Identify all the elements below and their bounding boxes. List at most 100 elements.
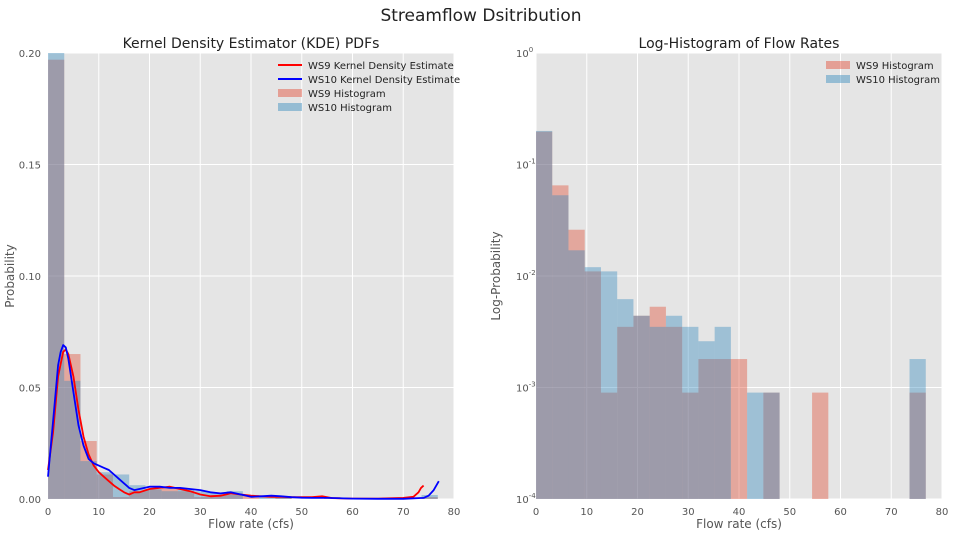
ws10-histogram-bar bbox=[649, 326, 666, 499]
y-tick-label: 10-1 bbox=[516, 158, 536, 172]
ws10-histogram-bar bbox=[552, 195, 569, 500]
ws9-histogram-bar bbox=[161, 487, 178, 499]
x-tick-label: 30 bbox=[194, 507, 207, 518]
ws9-histogram-bar bbox=[145, 489, 162, 499]
y-tick-label: 100 bbox=[516, 46, 533, 60]
y-tick-exponent: 0 bbox=[529, 46, 533, 54]
x-tick-label: 10 bbox=[580, 507, 593, 518]
figure-suptitle: Streamflow Dsitribution bbox=[380, 6, 581, 26]
ws10-histogram-bar bbox=[64, 380, 81, 499]
ws9-histogram-bar bbox=[763, 392, 780, 499]
x-tick-label: 40 bbox=[733, 507, 746, 518]
ws10-histogram-bar bbox=[536, 130, 553, 499]
x-tick-label: 60 bbox=[834, 507, 847, 518]
ws10-histogram-bar bbox=[698, 341, 715, 499]
ws9-histogram-bar bbox=[194, 496, 211, 499]
loghist-x-tick-labels: 0 10 20 30 40 50 60 70 80 bbox=[533, 507, 949, 518]
ws9-histogram-bar bbox=[129, 491, 146, 499]
ws9-histogram-bar bbox=[226, 494, 243, 499]
ws9-histogram-bar bbox=[730, 359, 748, 499]
ws10-histogram-bar bbox=[747, 392, 764, 499]
x-tick-label: 30 bbox=[682, 507, 695, 518]
y-tick-label: 10-4 bbox=[516, 492, 536, 506]
ws9-histogram-bar bbox=[812, 392, 829, 499]
x-tick-label: 80 bbox=[448, 507, 461, 518]
x-tick-label: 40 bbox=[245, 507, 258, 518]
kde-y-axis-label: Probability bbox=[3, 244, 17, 307]
loghist-x-axis-label: Flow rate (cfs) bbox=[696, 517, 782, 531]
ws10-histogram-bar bbox=[145, 489, 162, 499]
ws10-histogram-bar bbox=[633, 315, 650, 499]
ws9-histogram-bar bbox=[714, 359, 731, 499]
legend-entry-label: WS10 Kernel Density Estimate bbox=[308, 75, 460, 86]
ws10-histogram-bar bbox=[259, 496, 276, 499]
ws10-kernel-density-estimate-line bbox=[47, 344, 440, 500]
ws9-histogram-bar bbox=[649, 306, 666, 499]
ws9-histogram-bar bbox=[633, 315, 650, 499]
legend-patch-swatch bbox=[826, 61, 850, 69]
kde-x-axis-label: Flow rate (cfs) bbox=[208, 517, 294, 531]
kde-lines bbox=[47, 344, 440, 500]
ws10-histogram-bar bbox=[161, 491, 178, 499]
y-tick-label: 10-2 bbox=[516, 269, 536, 283]
ws9-histogram-bar bbox=[112, 496, 130, 499]
x-tick-label: 0 bbox=[533, 507, 539, 518]
ws10-histogram-bar bbox=[275, 496, 292, 499]
legend-entry-label: WS9 Histogram bbox=[308, 89, 386, 100]
ws10-histogram-bar bbox=[421, 494, 438, 499]
ws9-histogram-bar bbox=[617, 326, 634, 499]
x-tick-label: 60 bbox=[346, 507, 359, 518]
ws9-histogram-bar bbox=[665, 326, 683, 499]
loghist-chart-title: Log-Histogram of Flow Rates bbox=[639, 36, 840, 52]
x-tick-label: 50 bbox=[783, 507, 796, 518]
ws9-histogram-bar bbox=[552, 185, 569, 499]
x-tick-label: 0 bbox=[45, 507, 51, 518]
legend-patch-swatch bbox=[278, 89, 302, 97]
x-tick-label: 20 bbox=[143, 507, 156, 518]
y-tick-label: 0.15 bbox=[19, 161, 41, 172]
y-tick-label: 10-3 bbox=[516, 381, 536, 395]
x-tick-label: 20 bbox=[631, 507, 644, 518]
x-tick-label: 80 bbox=[936, 507, 949, 518]
ws10-histogram-bar bbox=[48, 53, 65, 499]
ws10-histogram-bar bbox=[80, 461, 97, 499]
loghist-gridlines bbox=[535, 52, 943, 500]
ws9-histogram-bar bbox=[177, 491, 195, 499]
kde-y-tick-labels: 0.00 0.05 0.10 0.15 0.20 bbox=[19, 49, 41, 506]
ws9-histogram-bar bbox=[909, 392, 926, 499]
loghist-legend: WS9 Histogram WS10 Histogram bbox=[826, 61, 940, 86]
ws9-histogram-bar bbox=[210, 494, 227, 499]
y-tick-label: 0.00 bbox=[19, 495, 41, 506]
ws10-histogram-bar bbox=[714, 326, 731, 499]
ws9-histogram-bar bbox=[568, 229, 585, 499]
ws9-histogram-bar bbox=[80, 441, 97, 499]
ws9-histogram-bar bbox=[698, 359, 715, 499]
loghist-y-tick-labels: 10-4 10-3 10-2 10-1 100 bbox=[516, 46, 536, 506]
ws10-histogram-bar bbox=[177, 489, 195, 499]
ws10-histogram-bar bbox=[763, 392, 780, 499]
kde-x-tick-labels: 0 10 20 30 40 50 60 70 80 bbox=[45, 507, 461, 518]
y-tick-exponent: -2 bbox=[529, 269, 536, 277]
ws9-histogram-bar bbox=[584, 271, 601, 499]
ws9-histogram-bar bbox=[682, 392, 699, 499]
ws10-histogram-bar bbox=[617, 299, 634, 499]
ws10-histogram-bar bbox=[682, 326, 699, 499]
x-tick-label: 50 bbox=[295, 507, 308, 518]
ws9-histogram-bar bbox=[48, 59, 65, 499]
log-histogram-panel: 0 10 20 30 40 50 60 70 80 10-4 10-3 10-2 10-1 100 Lo… bbox=[489, 36, 948, 531]
x-tick-label: 10 bbox=[92, 507, 105, 518]
x-tick-label: 70 bbox=[397, 507, 410, 518]
y-tick-exponent: -3 bbox=[529, 381, 536, 389]
kde-chart-title: Kernel Density Estimator (KDE) PDFs bbox=[123, 36, 380, 52]
legend-entry-label: WS9 Histogram bbox=[856, 61, 934, 72]
ws9-histogram-bar bbox=[536, 131, 553, 499]
y-tick-exponent: -1 bbox=[529, 158, 536, 166]
ws10-histogram-bar bbox=[600, 271, 618, 499]
y-tick-label: 0.20 bbox=[19, 49, 41, 60]
legend-entry-label: WS9 Kernel Density Estimate bbox=[308, 61, 454, 72]
legend-patch-swatch bbox=[278, 103, 302, 111]
legend-patch-swatch bbox=[826, 75, 850, 83]
kde-legend: WS9 Kernel Density Estimate WS10 Kernel D… bbox=[278, 61, 460, 114]
